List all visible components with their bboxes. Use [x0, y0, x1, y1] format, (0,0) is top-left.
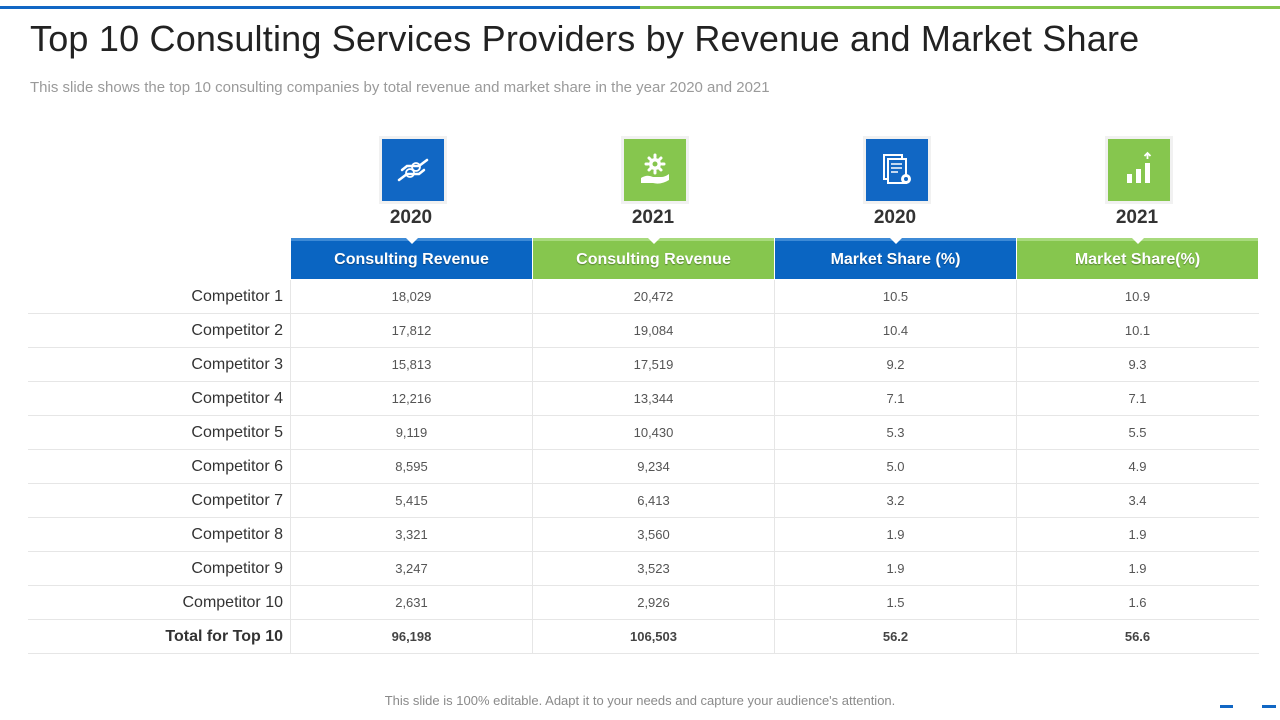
table-row: Competitor 10 2,631 2,926 1.5 1.6 [28, 586, 1259, 620]
header-notch [647, 238, 660, 244]
table-row: Competitor 5 9,119 10,430 5.3 5.5 [28, 416, 1259, 450]
total-cell: 96,198 [290, 620, 532, 653]
year-label-col3: 2020 [873, 207, 917, 228]
table-cell: 4.9 [1016, 450, 1258, 483]
table-cell: 9,234 [532, 450, 774, 483]
row-label: Competitor 8 [191, 526, 283, 543]
hand-gear-icon [624, 139, 686, 201]
total-cell: 56.2 [774, 620, 1016, 653]
row-label: Competitor 6 [191, 458, 283, 475]
table-row: Competitor 9 3,247 3,523 1.9 1.9 [28, 552, 1259, 586]
table-cell: 1.6 [1016, 586, 1258, 619]
row-label: Competitor 3 [191, 356, 283, 373]
data-table: Competitor 1 18,029 20,472 10.5 10.9 Com… [28, 280, 1259, 654]
row-label: Competitor 2 [191, 322, 283, 339]
table-cell: 5.3 [774, 416, 1016, 449]
table-cell: 10.4 [774, 314, 1016, 347]
table-cell: 5.0 [774, 450, 1016, 483]
top-accent-bar-blue [0, 6, 640, 9]
table-cell: 9.3 [1016, 348, 1258, 381]
table-cell: 3,523 [532, 552, 774, 585]
year-label-col4: 2021 [1115, 207, 1159, 228]
table-cell: 17,812 [290, 314, 532, 347]
table-cell: 2,631 [290, 586, 532, 619]
row-label: Competitor 4 [191, 390, 283, 407]
table-row: Competitor 2 17,812 19,084 10.4 10.1 [28, 314, 1259, 348]
table-row: Competitor 7 5,415 6,413 3.2 3.4 [28, 484, 1259, 518]
table-cell: 3,247 [290, 552, 532, 585]
table-cell: 18,029 [290, 280, 532, 313]
table-cell: 3.4 [1016, 484, 1258, 517]
year-label-col1: 2020 [389, 207, 433, 228]
year-label-col2: 2021 [631, 207, 675, 228]
table-cell: 10,430 [532, 416, 774, 449]
column-header-label: Market Share(%) [1074, 251, 1201, 268]
row-label: Competitor 5 [191, 424, 283, 441]
table-cell: 10.5 [774, 280, 1016, 313]
header-notch [405, 238, 418, 244]
table-cell: 5.5 [1016, 416, 1258, 449]
table-cell: 15,813 [290, 348, 532, 381]
table-cell: 17,519 [532, 348, 774, 381]
table-cell: 1.5 [774, 586, 1016, 619]
table-cell: 1.9 [1016, 518, 1258, 551]
column-header-consulting-revenue-2021: Consulting Revenue [533, 238, 774, 279]
table-cell: 1.9 [774, 552, 1016, 585]
table-row: Competitor 4 12,216 13,344 7.1 7.1 [28, 382, 1259, 416]
table-cell: 10.9 [1016, 280, 1258, 313]
table-cell: 3,560 [532, 518, 774, 551]
table-cell: 1.9 [774, 518, 1016, 551]
table-cell: 19,084 [532, 314, 774, 347]
column-header-label: Market Share (%) [830, 251, 961, 268]
table-cell: 9,119 [290, 416, 532, 449]
table-cell: 8,595 [290, 450, 532, 483]
hand-money-icon [382, 139, 444, 201]
column-header-label: Consulting Revenue [576, 251, 731, 268]
table-cell: 5,415 [290, 484, 532, 517]
table-total-row: Total for Top 10 96,198 106,503 56.2 56.… [28, 620, 1259, 654]
table-row: Competitor 6 8,595 9,234 5.0 4.9 [28, 450, 1259, 484]
total-cell: 106,503 [532, 620, 774, 653]
table-cell: 7.1 [1016, 382, 1258, 415]
row-label: Competitor 7 [191, 492, 283, 509]
table-cell: 12,216 [290, 382, 532, 415]
column-header-market-share-2021: Market Share(%) [1017, 238, 1258, 279]
document-gear-icon [866, 139, 928, 201]
row-label: Competitor 10 [182, 594, 284, 611]
column-header-label: Consulting Revenue [334, 251, 489, 268]
table-cell: 13,344 [532, 382, 774, 415]
table-cell: 6,413 [532, 484, 774, 517]
table-row: Competitor 1 18,029 20,472 10.5 10.9 [28, 280, 1259, 314]
table-row: Competitor 8 3,321 3,560 1.9 1.9 [28, 518, 1259, 552]
total-row-label: Total for Top 10 [165, 628, 283, 645]
table-cell: 20,472 [532, 280, 774, 313]
corner-decoration [1262, 705, 1276, 708]
table-cell: 7.1 [774, 382, 1016, 415]
row-label: Competitor 9 [191, 560, 283, 577]
table-cell: 9.2 [774, 348, 1016, 381]
row-label: Competitor 1 [191, 288, 283, 305]
table-cell: 2,926 [532, 586, 774, 619]
table-cell: 10.1 [1016, 314, 1258, 347]
header-notch [889, 238, 902, 244]
column-header-market-share-2020: Market Share (%) [775, 238, 1016, 279]
page-title: Top 10 Consulting Services Providers by … [30, 18, 1140, 59]
table-row: Competitor 3 15,813 17,519 9.2 9.3 [28, 348, 1259, 382]
top-accent-bar-green [640, 6, 1280, 9]
footer-note: This slide is 100% editable. Adapt it to… [384, 693, 896, 708]
table-cell: 3.2 [774, 484, 1016, 517]
header-notch [1131, 238, 1144, 244]
column-header-consulting-revenue-2020: Consulting Revenue [291, 238, 532, 279]
table-cell: 1.9 [1016, 552, 1258, 585]
total-cell: 56.6 [1016, 620, 1258, 653]
table-cell: 3,321 [290, 518, 532, 551]
corner-decoration [1220, 705, 1233, 708]
bar-chart-icon [1108, 139, 1170, 201]
page-subtitle: This slide shows the top 10 consulting c… [30, 79, 770, 96]
